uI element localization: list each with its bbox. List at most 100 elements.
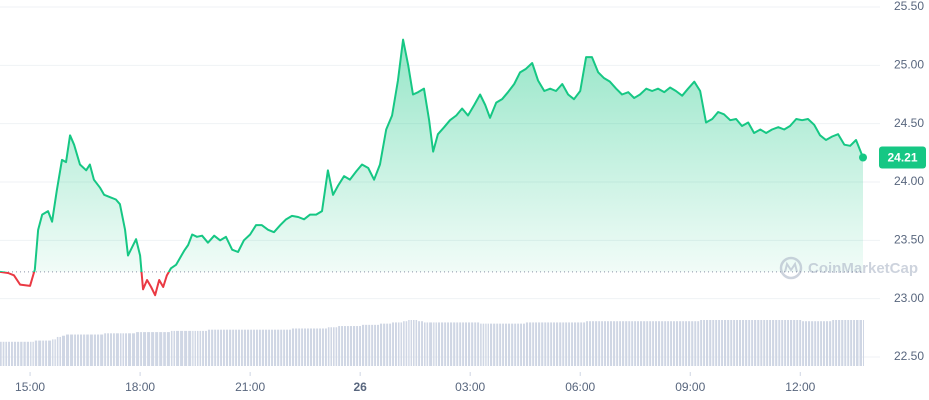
volume-bar xyxy=(184,330,188,366)
volume-bar xyxy=(748,320,751,366)
area-fill xyxy=(0,39,863,272)
volume-bar xyxy=(397,322,400,366)
volume-bar xyxy=(544,322,547,366)
volume-bar xyxy=(505,323,507,366)
volume-bar xyxy=(408,320,410,366)
volume-bar xyxy=(856,320,859,366)
volume-bar xyxy=(30,341,32,366)
volume-bar xyxy=(715,320,718,366)
volume-bar xyxy=(147,332,151,366)
volume-bar xyxy=(289,329,291,366)
volume-bar xyxy=(550,322,553,366)
volume-bar xyxy=(661,321,664,366)
volume-bar xyxy=(640,321,643,366)
volume-bar xyxy=(571,322,573,366)
volume-bar xyxy=(694,321,697,366)
volume-bar xyxy=(723,320,727,366)
volume-bar xyxy=(194,330,196,366)
volume-bar xyxy=(502,323,505,366)
y-tick-label: 24.50 xyxy=(894,116,924,130)
volume-bar xyxy=(322,328,324,366)
volume-bar xyxy=(847,320,850,366)
volume-bar xyxy=(796,320,799,366)
volume-bar xyxy=(89,334,93,366)
volume-bar xyxy=(493,323,496,366)
volume-bar xyxy=(441,322,444,366)
volume-bar xyxy=(112,333,115,366)
volume-bar xyxy=(453,322,456,366)
volume-bar xyxy=(122,333,125,366)
volume-bar xyxy=(349,326,353,366)
volume-bar xyxy=(667,321,670,366)
volume-bar xyxy=(489,323,493,366)
volume-bar xyxy=(327,327,330,366)
volume-bar xyxy=(657,321,661,366)
volume-bar xyxy=(170,330,173,366)
volume-bar xyxy=(377,324,379,366)
volume-bar xyxy=(143,332,147,366)
volume-bar xyxy=(616,321,619,366)
volume-bar xyxy=(232,329,235,366)
volume-bar xyxy=(136,332,140,366)
volume-bar xyxy=(523,323,525,366)
volume-bar xyxy=(173,330,176,366)
volume-bar xyxy=(577,322,580,366)
volume-bar xyxy=(423,322,426,366)
volume-bar xyxy=(316,328,319,366)
volume-bar xyxy=(628,321,631,366)
volume-bar xyxy=(625,321,628,366)
volume-bar xyxy=(811,321,814,366)
volume-bar xyxy=(598,321,601,366)
volume-bar xyxy=(535,322,538,366)
volume-bar xyxy=(74,334,77,366)
volume-bar xyxy=(700,320,703,366)
volume-bar xyxy=(45,340,48,366)
volume-bar xyxy=(13,341,17,366)
volume-bar xyxy=(435,322,437,366)
volume-bar xyxy=(205,330,207,366)
y-tick-label: 23.50 xyxy=(894,233,924,247)
volume-bar xyxy=(781,320,784,366)
volume-bar xyxy=(403,321,405,366)
x-tick-label: 21:00 xyxy=(235,380,265,394)
volume-bar xyxy=(709,320,712,366)
volume-bar xyxy=(346,326,349,366)
volume-bar xyxy=(192,330,194,366)
volume-bar xyxy=(222,329,225,366)
volume-bar xyxy=(405,321,408,366)
volume-bar xyxy=(465,322,467,366)
volume-bar xyxy=(97,334,100,366)
watermark: CoinMarketCap xyxy=(779,256,918,280)
volume-bar xyxy=(392,322,395,366)
volume-bar xyxy=(487,323,489,366)
volume-bar xyxy=(591,321,595,366)
volume-bar xyxy=(365,324,368,366)
volume-bar xyxy=(264,329,268,366)
volume-bar xyxy=(313,328,316,366)
volume-bar xyxy=(180,330,184,366)
price-line xyxy=(0,38,864,297)
watermark-text: CoinMarketCap xyxy=(808,260,918,277)
volume-bar xyxy=(609,321,613,366)
volume-bar xyxy=(817,321,820,366)
volume-bar xyxy=(295,328,298,366)
volume-bar xyxy=(863,320,864,366)
volume-bar xyxy=(462,322,465,366)
volume-bar xyxy=(283,329,286,366)
volume-bar xyxy=(368,324,371,366)
volume-bar xyxy=(529,322,532,366)
volume-bar xyxy=(568,322,571,366)
volume-bar xyxy=(418,321,421,366)
volume-bar xyxy=(361,324,365,366)
volume-bar xyxy=(634,321,637,366)
volume-bar xyxy=(11,341,13,366)
volume-bar xyxy=(400,322,403,366)
volume-bar xyxy=(459,322,462,366)
volume-bar xyxy=(115,333,119,366)
volume-bar xyxy=(736,320,739,366)
volume-bar xyxy=(595,321,598,366)
volume-bar xyxy=(553,322,556,366)
volume-bar xyxy=(132,333,136,366)
volume-bar xyxy=(580,322,583,366)
